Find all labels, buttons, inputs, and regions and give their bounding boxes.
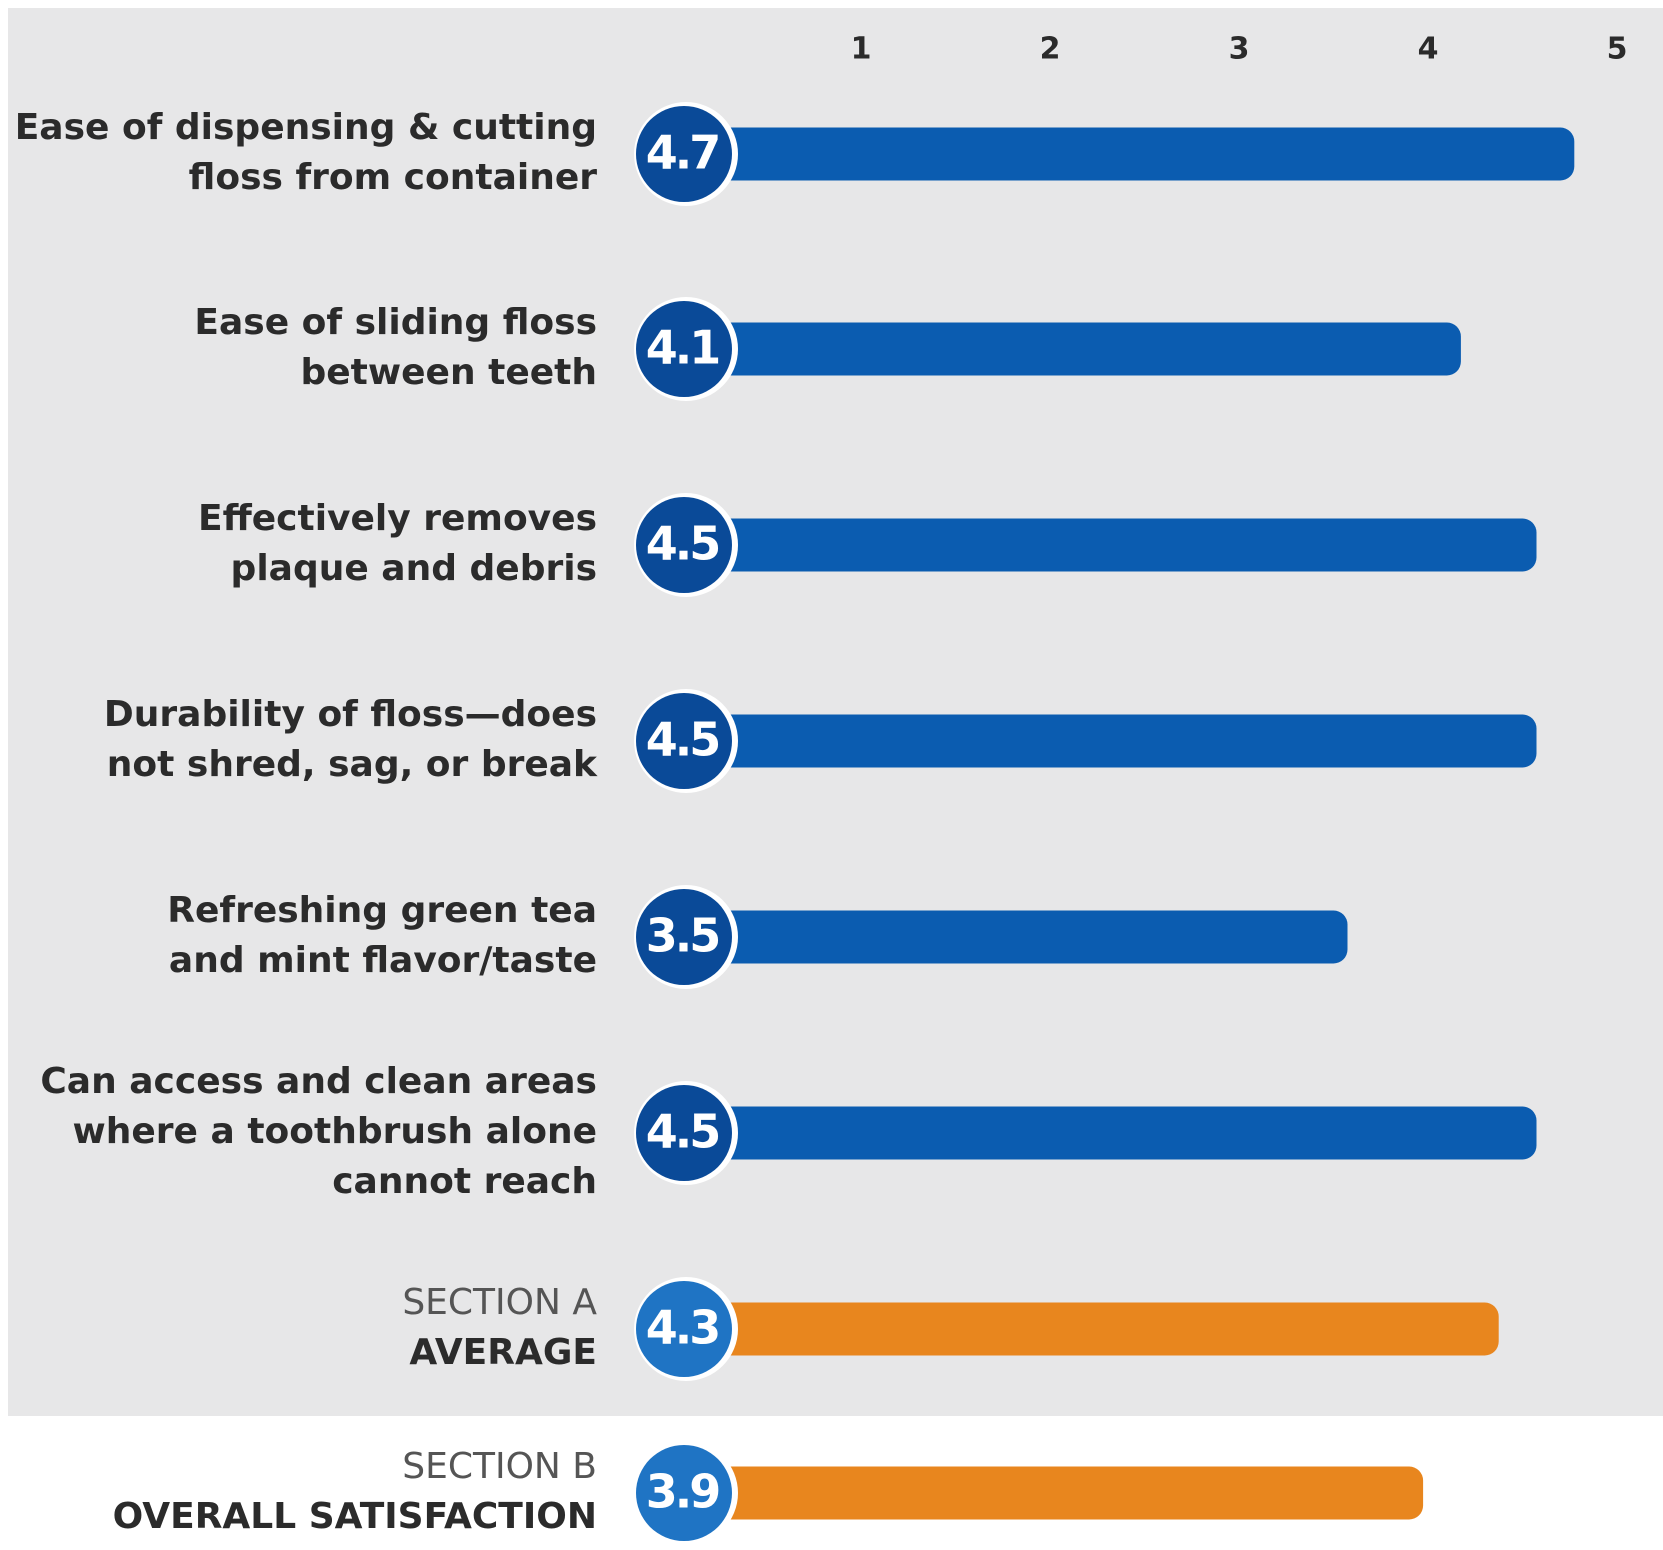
x-tick-label: 4 (1418, 32, 1439, 67)
value-badge (636, 1085, 732, 1181)
bar (686, 1466, 1424, 1520)
category-label: Can access and clean areas (40, 1061, 597, 1102)
category-label: OVERALL SATISFACTION (113, 1496, 597, 1537)
value-badge (636, 1281, 732, 1377)
bar (686, 1302, 1499, 1356)
category-label: plaque and debris (231, 548, 597, 589)
value-badge (636, 497, 732, 593)
category-label: Ease of sliding floss (194, 302, 597, 343)
value-label: 4.5 (646, 517, 719, 571)
value-label: 4.1 (646, 321, 719, 375)
category-label: cannot reach (332, 1161, 597, 1202)
category-label: Durability of floss—does (104, 694, 597, 735)
value-badge (636, 693, 732, 789)
category-label: SECTION B (402, 1446, 597, 1487)
value-label: 3.9 (646, 1465, 719, 1519)
value-badge (636, 106, 732, 202)
category-label: between teeth (300, 352, 597, 393)
x-tick-label: 5 (1607, 32, 1628, 67)
category-label: not shred, sag, or break (107, 744, 598, 785)
category-label: Refreshing green tea (167, 890, 597, 931)
bar (686, 518, 1537, 572)
bar (686, 1106, 1537, 1160)
value-label: 4.3 (646, 1301, 719, 1355)
bar (686, 910, 1348, 964)
value-badge (636, 301, 732, 397)
x-tick-label: 2 (1040, 32, 1061, 67)
value-badge (636, 1445, 732, 1541)
value-label: 4.5 (646, 713, 719, 767)
category-label: floss from container (189, 157, 598, 198)
value-label: 3.5 (646, 909, 719, 963)
value-label: 4.5 (646, 1105, 719, 1159)
x-tick-label: 3 (1229, 32, 1250, 67)
bar (686, 714, 1537, 768)
panel-background (8, 8, 1663, 1416)
category-label: Effectively removes (198, 498, 597, 539)
value-badge (636, 889, 732, 985)
category-label: SECTION A (402, 1282, 597, 1323)
category-label: and mint flavor/taste (169, 940, 597, 981)
category-label: where a toothbrush alone (73, 1111, 598, 1152)
x-tick-label: 1 (851, 32, 872, 67)
category-label: AVERAGE (409, 1332, 597, 1373)
bar (686, 322, 1461, 376)
bar (686, 127, 1575, 181)
value-label: 4.7 (646, 126, 719, 180)
category-label: Ease of dispensing & cutting (15, 107, 597, 148)
